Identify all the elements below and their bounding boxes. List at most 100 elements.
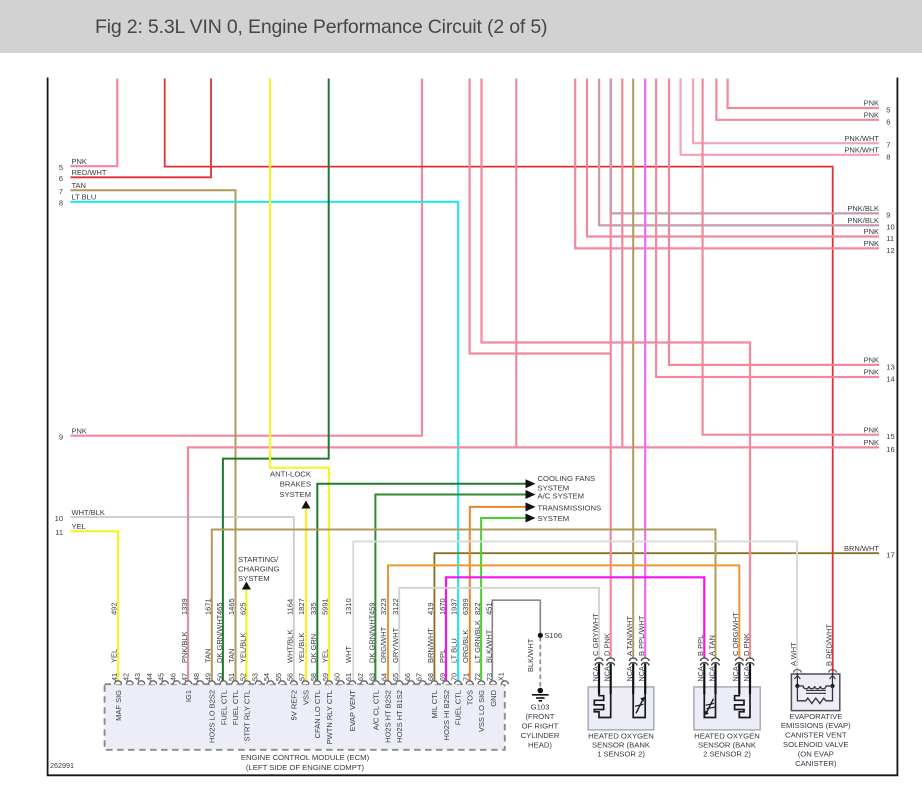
svg-text:PNK/BLK: PNK/BLK (847, 204, 879, 213)
svg-text:822: 822 (473, 602, 482, 615)
svg-text:SENSOR (BANK: SENSOR (BANK (698, 741, 757, 750)
svg-text:8: 8 (59, 199, 63, 208)
svg-text:PPL: PPL (438, 649, 447, 663)
svg-text:73: 73 (485, 673, 494, 681)
svg-text:58: 58 (309, 673, 318, 681)
svg-text:YEL/BLK: YEL/BLK (297, 633, 306, 663)
svg-text:PNK: PNK (864, 110, 879, 119)
svg-text:D PNK: D PNK (603, 633, 612, 656)
svg-text:CHARGING: CHARGING (238, 564, 279, 573)
svg-text:57: 57 (297, 673, 306, 681)
svg-text:EVAPORATIVE: EVAPORATIVE (789, 712, 842, 721)
svg-text:A TAN: A TAN (707, 635, 716, 656)
svg-text:1937: 1937 (450, 598, 459, 615)
svg-text:72: 72 (473, 673, 482, 681)
svg-text:TAN: TAN (72, 181, 86, 190)
svg-text:YEL: YEL (110, 649, 119, 663)
svg-text:D PNK: D PNK (742, 633, 751, 656)
svg-text:NCA: NCA (742, 666, 751, 681)
svg-text:BRN/WHT: BRN/WHT (844, 544, 879, 553)
svg-text:HO2S HT B1S2: HO2S HT B1S2 (395, 690, 404, 743)
svg-text:70: 70 (450, 673, 459, 681)
svg-text:BLK/WHT: BLK/WHT (485, 629, 494, 663)
svg-text:VSS LO SIG: VSS LO SIG (477, 690, 486, 732)
svg-text:1310: 1310 (344, 598, 353, 615)
svg-text:67: 67 (415, 673, 424, 681)
svg-text:CFAN LO CTL: CFAN LO CTL (313, 690, 322, 738)
svg-text:11: 11 (886, 234, 894, 243)
svg-text:15: 15 (886, 432, 894, 441)
svg-text:A WHT: A WHT (789, 642, 798, 666)
svg-text:STARTING/: STARTING/ (238, 555, 279, 564)
svg-text:59: 59 (321, 673, 330, 681)
svg-text:PWTN RLY CTL: PWTN RLY CTL (325, 690, 334, 744)
svg-text:CYLINDER: CYLINDER (521, 731, 560, 740)
svg-text:6: 6 (886, 117, 890, 126)
svg-text:7: 7 (886, 141, 890, 150)
svg-text:SENSOR (BANK: SENSOR (BANK (592, 741, 651, 750)
svg-text:7: 7 (59, 187, 63, 196)
svg-text:GND: GND (489, 689, 498, 706)
svg-text:48: 48 (192, 673, 201, 681)
svg-text:COOLING FANS: COOLING FANS (538, 474, 596, 483)
svg-text:TAN: TAN (203, 649, 212, 663)
svg-text:5: 5 (59, 163, 63, 172)
svg-text:9: 9 (886, 211, 890, 220)
svg-text:CANISTER): CANISTER) (795, 759, 837, 768)
svg-text:OF RIGHT: OF RIGHT (522, 722, 559, 731)
svg-text:262991: 262991 (50, 761, 74, 770)
svg-text:MAF SIG: MAF SIG (114, 690, 123, 721)
svg-text:WHT: WHT (344, 646, 353, 663)
svg-text:451: 451 (485, 602, 494, 615)
svg-text:B RED/WHT: B RED/WHT (825, 624, 834, 667)
svg-text:465: 465 (215, 602, 224, 615)
svg-text:PNK/WHT: PNK/WHT (844, 146, 879, 155)
svg-text:66: 66 (403, 673, 412, 681)
svg-text:NCA: NCA (625, 666, 634, 681)
svg-text:10: 10 (55, 514, 63, 523)
svg-text:HEATED OXYGEN: HEATED OXYGEN (694, 731, 760, 740)
svg-text:1339: 1339 (180, 598, 189, 615)
svg-text:PNK: PNK (864, 438, 879, 447)
svg-text:5991: 5991 (321, 598, 330, 615)
svg-text:IG1: IG1 (184, 690, 193, 702)
svg-text:PNK/BLK: PNK/BLK (847, 216, 879, 225)
svg-text:BRAKES: BRAKES (280, 480, 311, 489)
svg-text:SYSTEM: SYSTEM (279, 490, 311, 499)
svg-text:NCA: NCA (637, 666, 646, 681)
svg-text:HO2S LO B2S2: HO2S LO B2S2 (208, 690, 217, 743)
svg-text:1671: 1671 (203, 598, 212, 615)
svg-text:625: 625 (239, 602, 248, 615)
svg-text:BLK/WHT: BLK/WHT (526, 638, 535, 672)
svg-text:PNK: PNK (864, 368, 879, 377)
svg-text:G103: G103 (531, 703, 550, 712)
svg-text:MIL CTL: MIL CTL (430, 690, 439, 718)
svg-text:YEL: YEL (321, 649, 330, 663)
svg-text:61: 61 (344, 673, 353, 681)
svg-text:TOS: TOS (465, 690, 474, 705)
svg-text:PNK/WHT: PNK/WHT (844, 134, 879, 143)
svg-text:ENGINE CONTROL MODULE (ECM): ENGINE CONTROL MODULE (ECM) (241, 753, 370, 762)
svg-text:1465: 1465 (227, 598, 236, 615)
svg-text:63: 63 (368, 673, 377, 681)
svg-text:LT BLU: LT BLU (72, 193, 97, 202)
svg-text:ORG/BLK: ORG/BLK (461, 630, 470, 663)
svg-text:NCA: NCA (707, 666, 716, 681)
svg-text:52: 52 (239, 673, 248, 681)
svg-text:VSS: VSS (301, 690, 310, 705)
svg-text:PNK: PNK (72, 427, 87, 436)
svg-text:HEAD): HEAD) (528, 741, 552, 750)
svg-text:SYSTEM: SYSTEM (238, 574, 270, 583)
svg-text:LT BLU: LT BLU (450, 638, 459, 663)
svg-text:1827: 1827 (297, 598, 306, 615)
svg-text:16: 16 (886, 445, 894, 454)
svg-text:44: 44 (145, 673, 154, 681)
svg-text:A TAN/WHT: A TAN/WHT (625, 615, 634, 656)
svg-text:3122: 3122 (391, 598, 400, 615)
svg-text:S106: S106 (545, 631, 563, 640)
svg-text:NCA: NCA (696, 666, 705, 681)
svg-text:RED/WHT: RED/WHT (72, 168, 107, 177)
svg-text:(ON EVAP: (ON EVAP (798, 749, 834, 758)
svg-text:45: 45 (157, 673, 166, 681)
svg-text:NCA: NCA (731, 666, 740, 681)
